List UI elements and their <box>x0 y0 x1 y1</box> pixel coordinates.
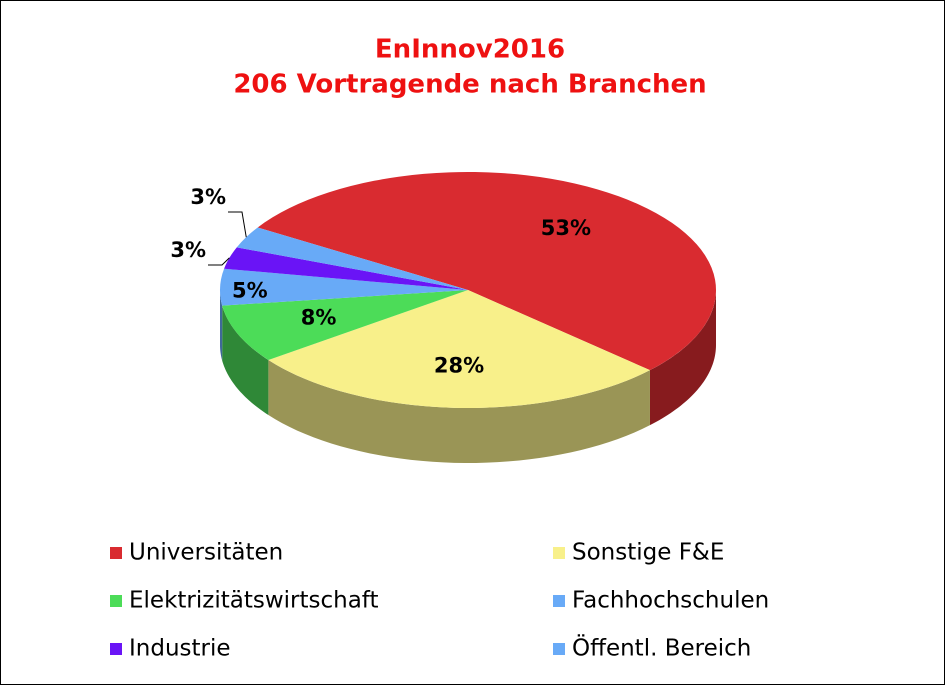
legend-swatch <box>553 643 565 655</box>
chart-title: EnInnov2016 <box>375 35 565 65</box>
value-label: 5% <box>232 278 268 302</box>
pie-slice <box>222 290 468 361</box>
legend-swatch <box>553 547 565 559</box>
legend-label: Universitäten <box>129 540 283 566</box>
legend-label: Fachhochschulen <box>572 588 769 614</box>
leader-line <box>228 211 247 238</box>
pie-side <box>220 290 223 361</box>
pie-side <box>222 305 269 416</box>
value-label: 53% <box>541 216 591 240</box>
value-label: 28% <box>434 354 484 378</box>
legend-swatch <box>110 643 122 655</box>
chart-subtitle: 206 Vortragende nach Branchen <box>233 70 706 100</box>
legend-label: Sonstige F&E <box>572 540 724 566</box>
value-label: 3% <box>170 238 206 262</box>
pie-slice <box>257 172 716 371</box>
value-label: 3% <box>190 185 226 209</box>
leader-line <box>208 257 230 266</box>
pie-slice <box>268 290 650 408</box>
legend-swatch <box>553 595 565 607</box>
legend-label: Öffentl. Bereich <box>572 634 751 662</box>
pie-slice <box>236 227 468 290</box>
pie-slice <box>220 268 468 306</box>
value-label: 8% <box>301 306 337 330</box>
legend-swatch <box>110 595 122 607</box>
pie-side <box>649 290 716 426</box>
pie-side <box>268 360 650 463</box>
pie-slice <box>224 247 468 290</box>
legend-swatch <box>110 547 122 559</box>
legend-label: Elektrizitätswirtschaft <box>129 588 379 614</box>
legend-label: Industrie <box>129 636 231 662</box>
